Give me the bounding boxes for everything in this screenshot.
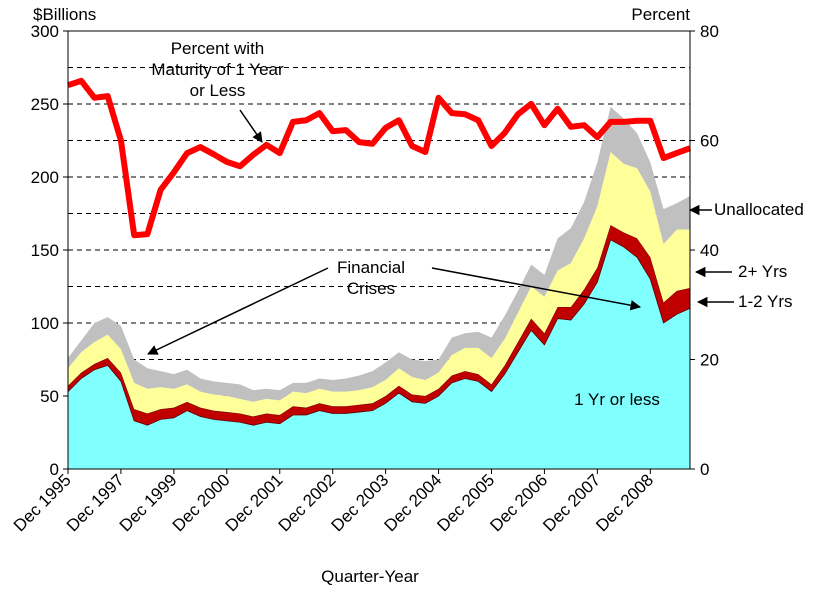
y2-tick-label: 40 [700, 241, 719, 260]
y-tick-label: 200 [31, 168, 59, 187]
y-tick-label: 150 [31, 241, 59, 260]
y2-tick-label: 0 [700, 460, 709, 479]
x-tick-label: Dec 2003 [328, 470, 393, 535]
annotation: Financial Crises [336, 258, 406, 298]
x-tick-label: Dec 1997 [63, 470, 128, 535]
series-label: 1-2 Yrs [738, 292, 793, 311]
area-series [68, 106, 690, 402]
x-tick-label: Dec 2002 [275, 470, 340, 535]
x-axis-label: Quarter-Year [321, 567, 419, 586]
area-series [68, 239, 690, 469]
line-series [67, 77, 692, 239]
arrow [147, 267, 329, 355]
series-label: Percent with Maturity of 1 Year or Less [151, 39, 284, 100]
y2-tick-label: 60 [700, 132, 719, 151]
arrow [431, 267, 642, 311]
area-series [68, 152, 690, 417]
y2-tick-label: 20 [700, 351, 719, 370]
x-tick-label: Dec 2005 [433, 470, 498, 535]
y-tick-label: 0 [50, 460, 59, 479]
y-tick-label: 250 [31, 95, 59, 114]
arrow [239, 109, 263, 143]
series-label: 1 Yr or less [574, 390, 660, 409]
x-tick-label: Dec 2007 [539, 470, 604, 535]
x-tick-label: Dec 1995 [10, 470, 75, 535]
y-axis-label: $Billions [33, 5, 96, 24]
y2-tick-label: 80 [700, 22, 719, 41]
y-tick-label: 100 [31, 314, 59, 333]
series-label: Unallocated [714, 200, 804, 219]
x-tick-label: Dec 2006 [486, 470, 551, 535]
x-tick-label: Dec 2004 [380, 470, 445, 535]
y2-axis-label: Percent [631, 5, 690, 24]
y-tick-label: 50 [40, 387, 59, 406]
y-tick-label: 300 [31, 22, 59, 41]
series-label: 2+ Yrs [738, 262, 788, 281]
x-tick-label: Dec 2008 [592, 470, 657, 535]
x-tick-label: Dec 2001 [222, 470, 287, 535]
x-tick-label: Dec 1999 [116, 470, 181, 535]
x-tick-label: Dec 2000 [169, 470, 234, 535]
